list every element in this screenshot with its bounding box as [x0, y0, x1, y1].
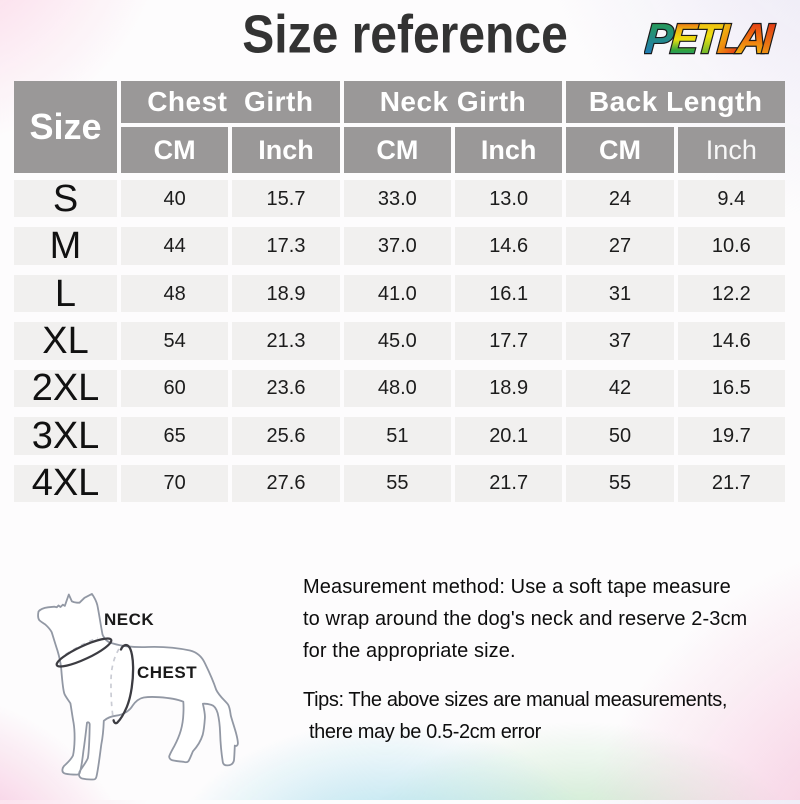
svg-text:I: I [760, 15, 776, 61]
svg-text:CHEST: CHEST [137, 663, 197, 682]
svg-text:L: L [716, 15, 745, 61]
svg-text:NECK: NECK [104, 610, 154, 629]
svg-text:A: A [734, 15, 769, 61]
svg-text:P: P [644, 15, 676, 61]
svg-text:E: E [669, 15, 702, 61]
